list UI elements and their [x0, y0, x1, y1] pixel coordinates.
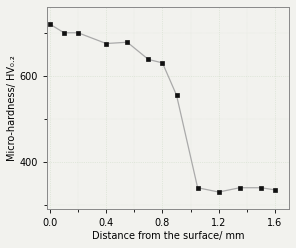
X-axis label: Distance from the surface/ mm: Distance from the surface/ mm	[92, 231, 244, 241]
Y-axis label: Micro-hardness/ HV₀.₂: Micro-hardness/ HV₀.₂	[7, 55, 17, 161]
